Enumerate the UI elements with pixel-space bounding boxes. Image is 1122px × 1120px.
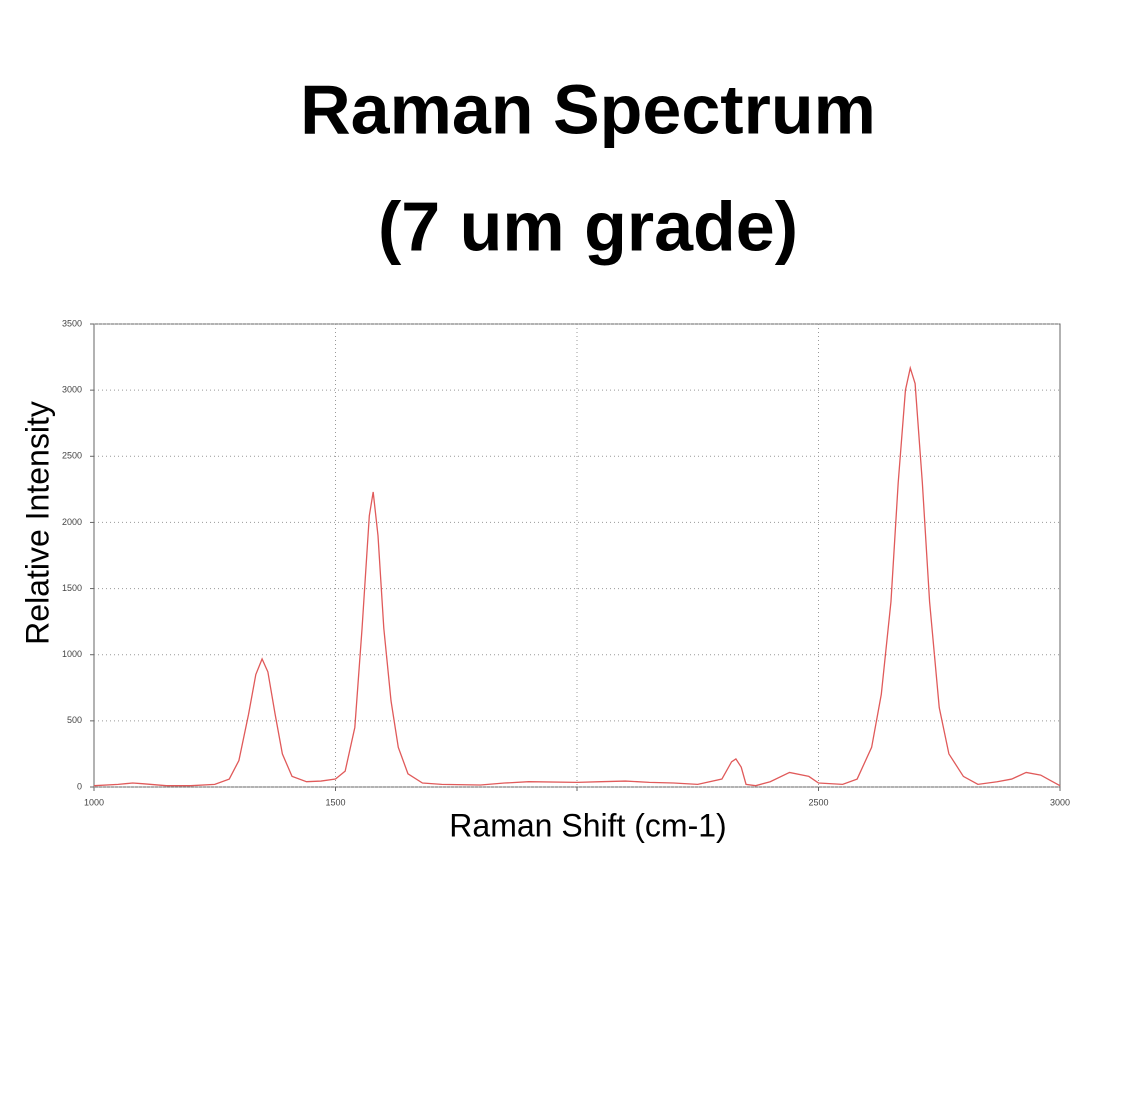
x-tick-label: 1500 [325,797,345,807]
y-tick-label: 2500 [62,451,82,461]
x-axis-label: Raman Shift (cm-1) [449,807,726,843]
y-tick-label: 3000 [62,385,82,395]
y-tick-label: 0 [77,781,82,791]
chart-title: Raman Spectrum [300,70,876,148]
y-tick-label: 2000 [62,517,82,527]
y-tick-label: 1000 [62,649,82,659]
x-tick-label: 2500 [808,797,828,807]
y-tick-label: 3500 [62,318,82,328]
plot-area [93,323,1061,788]
y-tick-label: 1500 [62,583,82,593]
x-tick-label: 3000 [1050,797,1070,807]
chart-title: (7 um grade) [378,187,798,265]
line-series [93,365,1061,787]
y-axis-label: Relative Intensity [19,401,55,645]
y-tick-label: 500 [67,715,82,725]
x-tick-label: 1000 [84,797,104,807]
